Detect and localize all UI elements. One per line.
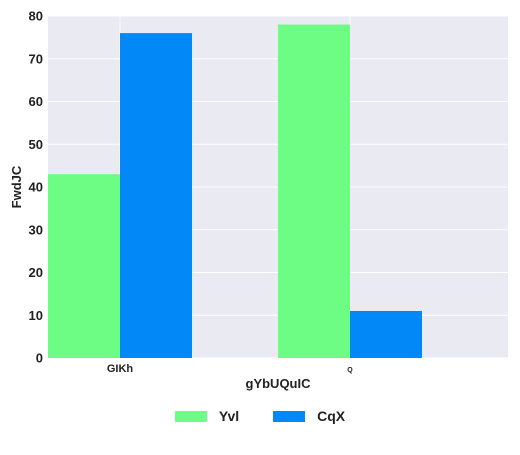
y-tick-label: 40	[29, 180, 43, 195]
y-tick-labels: 0 10 20 30 40 50 60 70 80	[29, 9, 43, 366]
bar-yvl-gikh	[48, 174, 120, 358]
y-tick-label: 0	[36, 351, 43, 366]
x-tick-label: Q	[347, 367, 353, 374]
x-axis-label: gYbUQuIC	[246, 376, 312, 391]
x-tick-labels: GIKh Q	[107, 363, 353, 375]
bars	[48, 24, 422, 359]
legend-swatch-cqx	[273, 410, 306, 422]
y-tick-label: 30	[29, 222, 43, 237]
y-axis-label: FwdJC	[9, 165, 24, 208]
bar-cqx-q	[350, 310, 422, 358]
legend-label-cqx: CqX	[317, 408, 346, 424]
bar-cqx-gikh	[120, 33, 192, 358]
y-tick-label: 60	[29, 94, 43, 109]
y-tick-label: 70	[29, 51, 43, 66]
bar-yvl-q	[278, 24, 350, 359]
y-tick-label: 10	[29, 308, 43, 323]
legend-swatch-yvl	[174, 410, 207, 422]
legend: Yvl CqX	[0, 408, 520, 424]
legend-item-cqx: CqX	[273, 408, 345, 424]
bar-chart: 0 10 20 30 40 50 60 70 80 GIKh Q gYbUQuIC FwdJC	[9, 9, 508, 391]
y-tick-label: 80	[29, 9, 43, 24]
legend-item-yvl: Yvl	[174, 408, 240, 424]
legend-label-yvl: Yvl	[218, 408, 240, 424]
y-tick-label: 50	[29, 137, 43, 152]
y-tick-label: 20	[29, 265, 43, 280]
x-tick-label: GIKh	[107, 363, 134, 375]
